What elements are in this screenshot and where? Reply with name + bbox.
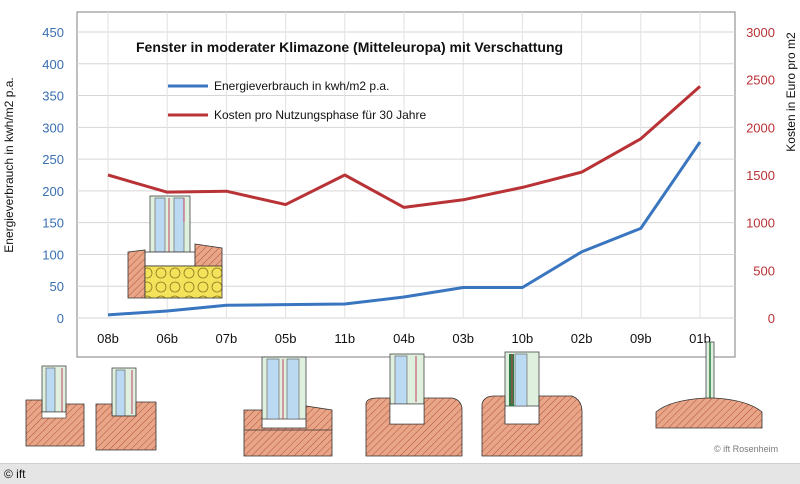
y-tick-left: 250 <box>42 152 64 167</box>
y-tick-left: 100 <box>42 247 64 262</box>
x-tick-label: 11b <box>334 331 355 346</box>
x-tick-label: 08b <box>97 331 119 346</box>
window-section-2 <box>96 368 156 450</box>
y-tick-left: 400 <box>42 57 64 72</box>
x-tick-label: 10b <box>512 331 534 346</box>
watermark: © ift Rosenheim <box>714 444 778 454</box>
legend-label-cost: Kosten pro Nutzungsphase für 30 Jahre <box>214 108 426 122</box>
window-section-drawings <box>26 342 762 456</box>
window-section-1 <box>26 366 84 446</box>
left-axis-ticks: 0 50 100 150 200 250 300 350 400 450 <box>42 25 64 326</box>
x-tick-label: 07b <box>216 331 238 346</box>
y-axis-label-left: Energieverbrauch in kwh/m2 p.a. <box>2 77 16 252</box>
y-tick-left: 450 <box>42 25 64 40</box>
x-tick-label: 04b <box>393 331 415 346</box>
y-tick-left: 200 <box>42 184 64 199</box>
y-tick-right: 500 <box>753 263 775 278</box>
x-tick-label: 06b <box>156 331 178 346</box>
x-tick-label: 03b <box>452 331 474 346</box>
y-tick-right: 0 <box>768 311 775 326</box>
x-tick-label: 05b <box>275 331 297 346</box>
legend-label-energy: Energieverbrauch in kwh/m2 p.a. <box>214 79 389 93</box>
chart: 0 50 100 150 200 250 300 350 400 450 0 500 1000 1500… <box>0 0 800 463</box>
y-tick-left: 300 <box>42 120 64 135</box>
y-tick-left: 0 <box>57 311 64 326</box>
window-section-3 <box>244 357 332 456</box>
footer-copyright: © ift <box>4 467 26 481</box>
window-section-5 <box>482 352 582 456</box>
chart-title: Fenster in moderater Klimazone (Mitteleu… <box>136 39 563 55</box>
window-section-4 <box>366 354 462 456</box>
x-tick-label: 02b <box>571 331 593 346</box>
y-tick-right: 1500 <box>746 168 775 183</box>
y-tick-right: 1000 <box>746 216 775 231</box>
y-tick-left: 350 <box>42 89 64 104</box>
y-tick-left: 50 <box>50 279 64 294</box>
right-axis-ticks: 0 500 1000 1500 2000 2500 3000 <box>746 25 775 326</box>
footer-bar: © ift <box>0 463 800 484</box>
y-tick-right: 2500 <box>746 73 775 88</box>
y-tick-right: 3000 <box>746 25 775 40</box>
x-tick-label: 09b <box>630 331 652 346</box>
y-tick-right: 2000 <box>746 120 775 135</box>
y-axis-label-right: Kosten in Euro pro m2 <box>784 32 798 152</box>
y-tick-left: 150 <box>42 216 64 231</box>
